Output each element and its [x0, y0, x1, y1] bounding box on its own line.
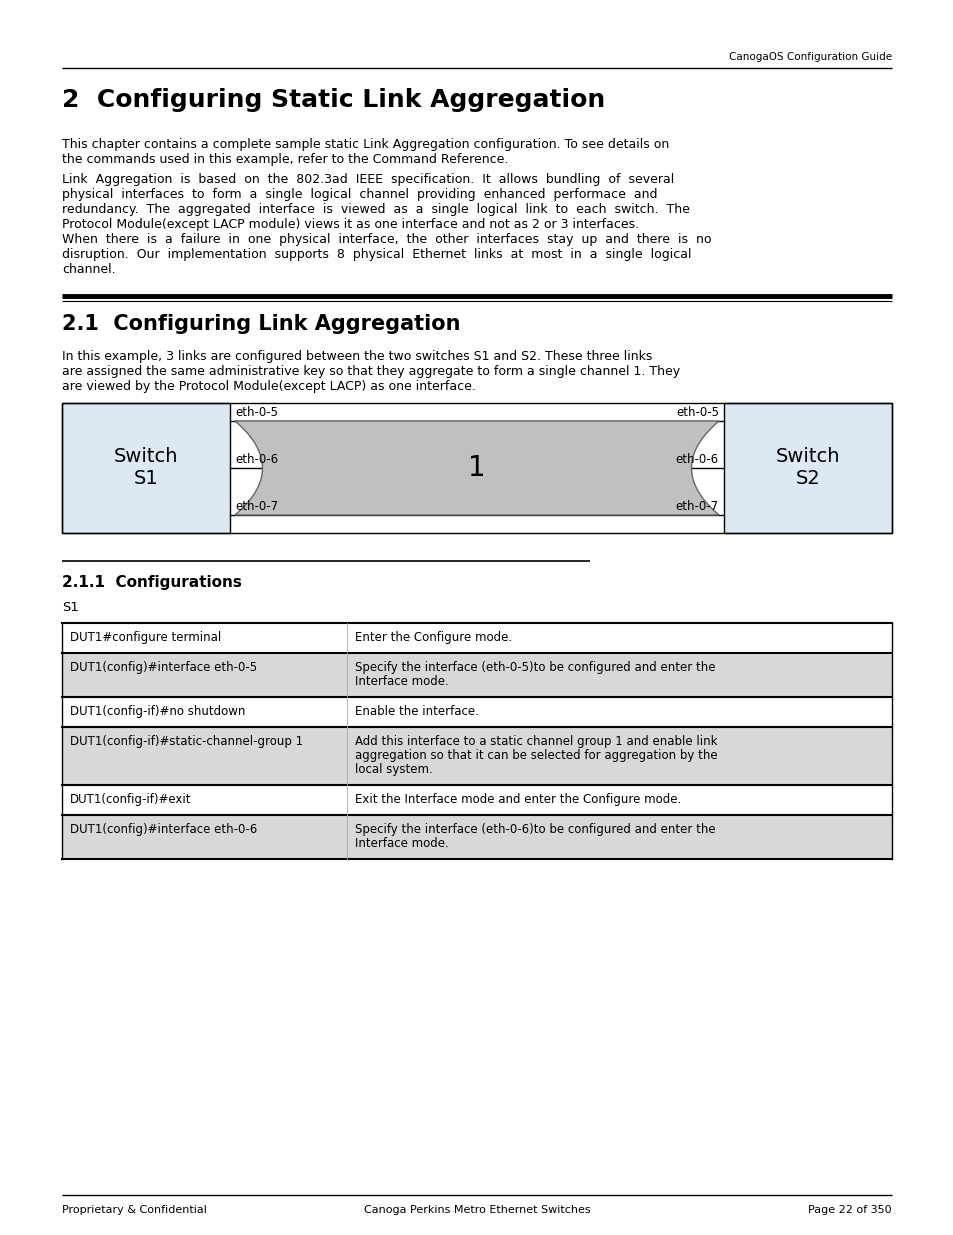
Text: In this example, 3 links are configured between the two switches S1 and S2. Thes: In this example, 3 links are configured … [62, 350, 652, 363]
Text: Specify the interface (eth-0-6)to be configured and enter the: Specify the interface (eth-0-6)to be con… [355, 823, 715, 836]
Text: Specify the interface (eth-0-5)to be configured and enter the: Specify the interface (eth-0-5)to be con… [355, 661, 715, 674]
Text: This chapter contains a complete sample static Link Aggregation configuration. T: This chapter contains a complete sample … [62, 138, 669, 151]
Text: 2  Configuring Static Link Aggregation: 2 Configuring Static Link Aggregation [62, 88, 604, 112]
Text: eth-0-7: eth-0-7 [675, 500, 719, 513]
Text: eth-0-5: eth-0-5 [234, 406, 277, 419]
Text: Switch: Switch [113, 447, 178, 466]
Text: 1: 1 [468, 454, 485, 482]
Text: eth-0-5: eth-0-5 [676, 406, 719, 419]
Text: 2.1  Configuring Link Aggregation: 2.1 Configuring Link Aggregation [62, 314, 460, 333]
Text: When  there  is  a  failure  in  one  physical  interface,  the  other  interfac: When there is a failure in one physical … [62, 233, 711, 246]
Text: S1: S1 [133, 468, 158, 488]
Text: DUT1#configure terminal: DUT1#configure terminal [70, 631, 221, 643]
Text: Interface mode.: Interface mode. [355, 676, 448, 688]
Text: Interface mode.: Interface mode. [355, 837, 448, 850]
Bar [62, 727, 891, 785]
Text: DUT1(config-if)#static-channel-group 1: DUT1(config-if)#static-channel-group 1 [70, 735, 303, 748]
Text: CanogaOS Configuration Guide: CanogaOS Configuration Guide [728, 52, 891, 62]
Text: DUT1(config-if)#no shutdown: DUT1(config-if)#no shutdown [70, 705, 245, 718]
Text: DUT1(config-if)#exit: DUT1(config-if)#exit [70, 793, 192, 806]
Text: Exit the Interface mode and enter the Configure mode.: Exit the Interface mode and enter the Co… [355, 793, 680, 806]
Text: DUT1(config)#interface eth-0-6: DUT1(config)#interface eth-0-6 [70, 823, 257, 836]
FancyBboxPatch shape [723, 403, 891, 534]
Text: eth-0-6: eth-0-6 [675, 453, 719, 466]
Text: redundancy.  The  aggregated  interface  is  viewed  as  a  single  logical  lin: redundancy. The aggregated interface is … [62, 203, 689, 216]
Text: are viewed by the Protocol Module(except LACP) as one interface.: are viewed by the Protocol Module(except… [62, 380, 476, 393]
Text: Link  Aggregation  is  based  on  the  802.3ad  IEEE  specification.  It  allows: Link Aggregation is based on the 802.3ad… [62, 173, 674, 186]
Bar [62, 815, 891, 860]
Text: Switch: Switch [775, 447, 840, 466]
FancyBboxPatch shape [62, 403, 230, 534]
Bar [62, 785, 891, 815]
Text: disruption.  Our  implementation  supports  8  physical  Ethernet  links  at  mo: disruption. Our implementation supports … [62, 248, 691, 261]
Text: Proprietary & Confidential: Proprietary & Confidential [62, 1205, 207, 1215]
Text: Protocol Module(except LACP module) views it as one interface and not as 2 or 3 : Protocol Module(except LACP module) view… [62, 219, 639, 231]
Text: S1: S1 [62, 601, 79, 614]
Text: Enter the Configure mode.: Enter the Configure mode. [355, 631, 512, 643]
Bar [62, 622, 891, 653]
Text: Page 22 of 350: Page 22 of 350 [807, 1205, 891, 1215]
Text: Enable the interface.: Enable the interface. [355, 705, 478, 718]
Bar [62, 697, 891, 727]
Polygon shape [234, 421, 719, 515]
Text: local system.: local system. [355, 763, 433, 776]
Text: S2: S2 [795, 468, 820, 488]
Text: aggregation so that it can be selected for aggregation by the: aggregation so that it can be selected f… [355, 748, 717, 762]
Text: Canoga Perkins Metro Ethernet Switches: Canoga Perkins Metro Ethernet Switches [363, 1205, 590, 1215]
Text: the commands used in this example, refer to the Command Reference.: the commands used in this example, refer… [62, 153, 508, 165]
Text: are assigned the same administrative key so that they aggregate to form a single: are assigned the same administrative key… [62, 366, 679, 378]
Text: physical  interfaces  to  form  a  single  logical  channel  providing  enhanced: physical interfaces to form a single log… [62, 188, 657, 201]
Text: eth-0-7: eth-0-7 [234, 500, 278, 513]
Bar [62, 653, 891, 697]
Text: eth-0-6: eth-0-6 [234, 453, 278, 466]
Text: DUT1(config)#interface eth-0-5: DUT1(config)#interface eth-0-5 [70, 661, 257, 674]
Text: Add this interface to a static channel group 1 and enable link: Add this interface to a static channel g… [355, 735, 717, 748]
Text: 2.1.1  Configurations: 2.1.1 Configurations [62, 576, 242, 590]
Text: channel.: channel. [62, 263, 115, 275]
